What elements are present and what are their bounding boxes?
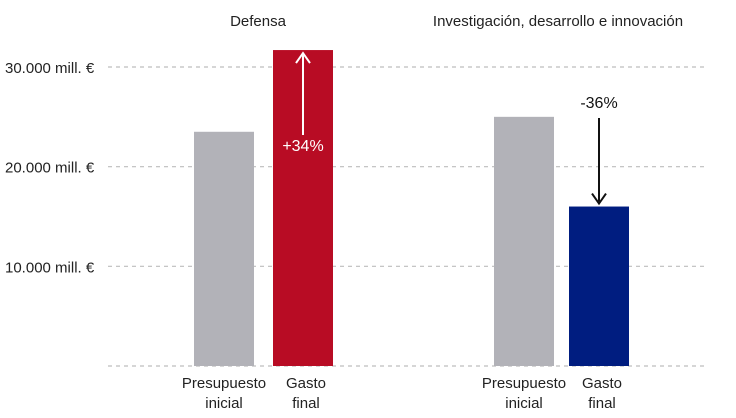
category-label: Presupuesto inicial bbox=[182, 375, 266, 412]
y-tick-label: 30.000 mill. € bbox=[5, 60, 95, 77]
arrowhead bbox=[591, 192, 607, 206]
bar-initial-budget bbox=[494, 116, 554, 366]
annotations: +34% -36% bbox=[282, 51, 618, 206]
change-label: -36% bbox=[580, 95, 617, 112]
arrowhead bbox=[295, 51, 311, 64]
bar-initial-budget bbox=[194, 131, 254, 366]
y-axis-labels: 10.000 mill. € 20.000 mill. € 30.000 mill.… bbox=[5, 60, 95, 276]
category-label: Gasto final bbox=[582, 375, 622, 412]
change-label: +34% bbox=[282, 138, 323, 155]
y-tick-label: 10.000 mill. € bbox=[5, 259, 95, 276]
group-title: Investigación, desarrollo e innovación bbox=[433, 13, 683, 30]
category-label: Gasto final bbox=[286, 375, 326, 412]
category-label: Presupuesto inicial bbox=[482, 375, 566, 412]
bars bbox=[194, 50, 629, 366]
category-labels: Defensa Presupuesto inicial Gasto final Inves… bbox=[182, 13, 683, 412]
bar-final-spend bbox=[569, 206, 629, 366]
group-title: Defensa bbox=[230, 13, 287, 30]
y-tick-label: 20.000 mill. € bbox=[5, 160, 95, 177]
